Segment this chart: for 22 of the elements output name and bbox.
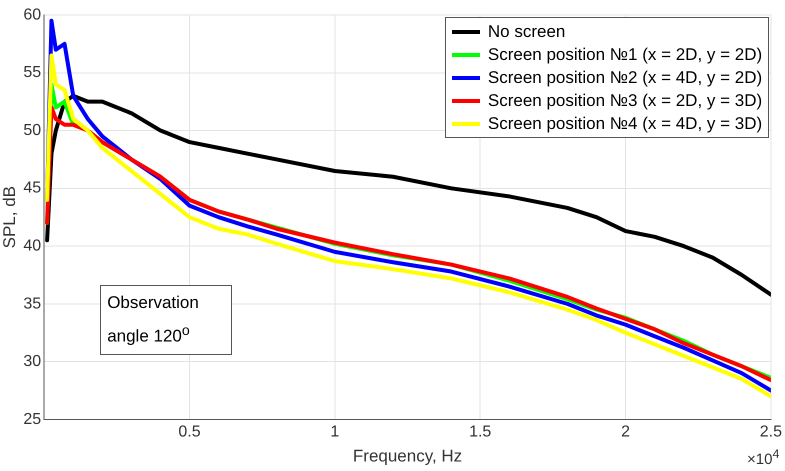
legend-label: Screen position №3 (x = 2D, y = 3D) bbox=[488, 90, 762, 110]
x-tick-label: 2 bbox=[621, 423, 630, 440]
x-axis-title: Frequency, Hz bbox=[352, 446, 462, 466]
x-tick-label: 1 bbox=[330, 423, 340, 440]
legend-label: Screen position №1 (x = 2D, y = 2D) bbox=[488, 44, 762, 64]
legend-label: Screen position №4 (x = 4D, y = 3D) bbox=[488, 114, 762, 134]
y-tick-label: 60 bbox=[23, 6, 42, 24]
y-tick-label: 55 bbox=[23, 64, 42, 82]
y-tick-label: 40 bbox=[23, 237, 42, 254]
y-tick-label: 35 bbox=[23, 295, 42, 312]
legend-label: No screen bbox=[488, 22, 566, 42]
x-tick-label: 0.5 bbox=[178, 423, 201, 440]
y-tick-label: 50 bbox=[23, 122, 42, 139]
annotation: Observation angle 120$^{o}$ bbox=[100, 285, 232, 355]
y-tick-label: 25 bbox=[23, 410, 42, 428]
y-axis-title: SPL, dB bbox=[0, 186, 19, 248]
legend-label: Screen position №2 (x = 4D, y = 2D) bbox=[488, 68, 762, 88]
y-tick-label: 45 bbox=[23, 180, 42, 197]
text: ×10$^{4}$ bbox=[747, 447, 780, 468]
x-tick-label: 2.5 bbox=[760, 423, 782, 440]
y-tick-label: 30 bbox=[23, 353, 42, 370]
x-tick-label: 1.5 bbox=[469, 423, 492, 440]
